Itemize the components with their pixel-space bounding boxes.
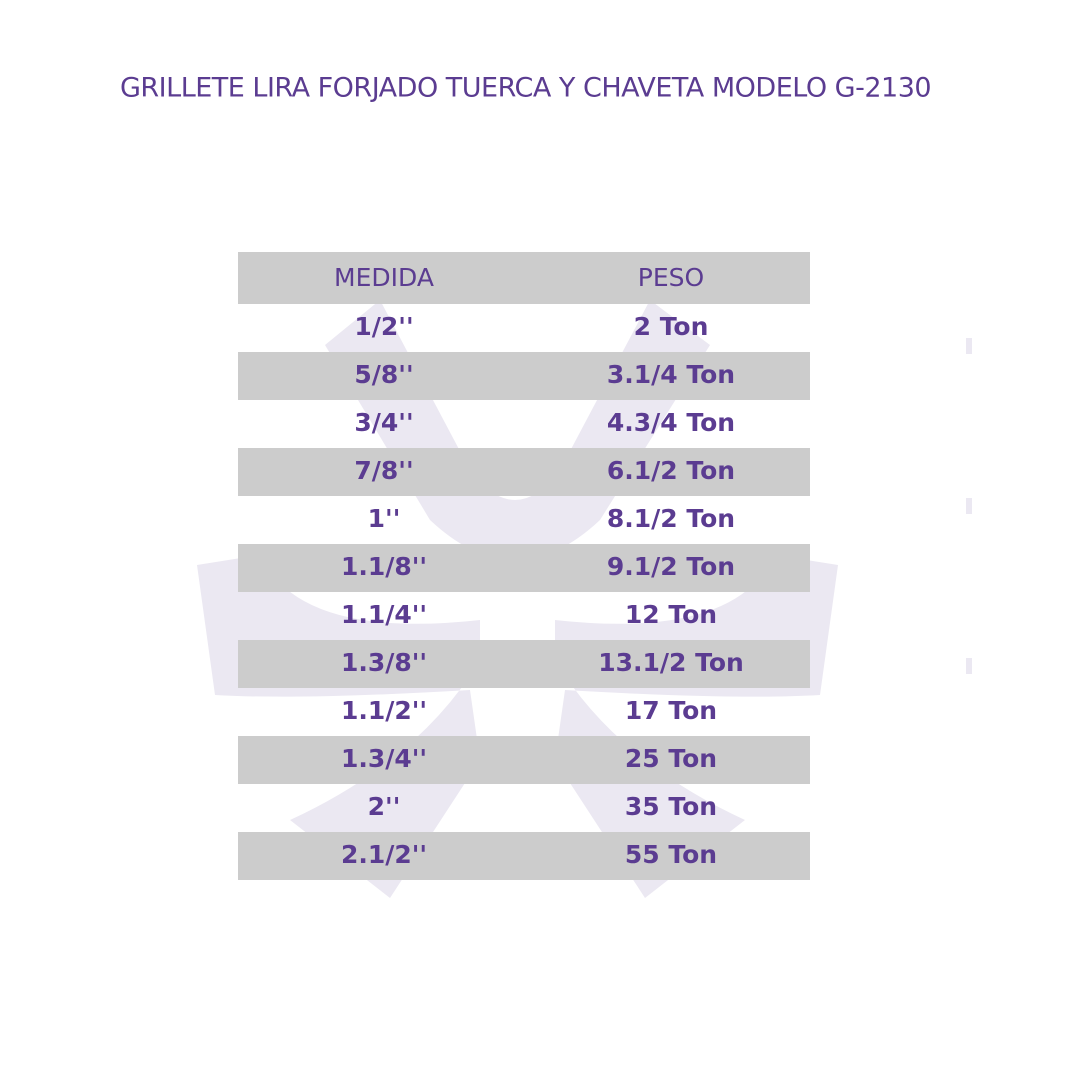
cell: 3.1/4 Ton (607, 360, 735, 389)
cell: 1'' (368, 504, 401, 533)
cell: 1.1/2'' (341, 696, 427, 725)
cell: 17 Ton (625, 696, 717, 725)
cell: 3/4'' (354, 408, 413, 437)
cell: 9.1/2 Ton (607, 552, 735, 581)
cell: 25 Ton (625, 744, 717, 773)
cell: 1.3/4'' (341, 744, 427, 773)
cell: 12 Ton (625, 600, 717, 629)
row-band (238, 448, 810, 496)
cell: 8.1/2 Ton (607, 504, 735, 533)
row-band (238, 832, 810, 880)
cell: 35 Ton (625, 792, 717, 821)
cell: 1.3/8'' (341, 648, 427, 677)
header-cell: MEDIDA (334, 263, 434, 292)
cell: 55 Ton (625, 840, 717, 869)
cell: 1/2'' (354, 312, 413, 341)
cell: 1.1/8'' (341, 552, 427, 581)
row-band (238, 544, 810, 592)
title: GRILLETE LIRA FORJADO TUERCA Y CHAVETA M… (120, 73, 931, 104)
cell: 13.1/2 Ton (598, 648, 744, 677)
cell: 5/8'' (354, 360, 413, 389)
cell: 2 Ton (634, 312, 709, 341)
cell: 6.1/2 Ton (607, 456, 735, 485)
header-row (238, 252, 810, 304)
cell: 2'' (368, 792, 401, 821)
cell: 7/8'' (354, 456, 413, 485)
cell: 1.1/4'' (341, 600, 427, 629)
table: MEDIDA PESO 1/2'' 2 Ton 5/8'' 3.1/4 Ton 3/4'' 4… (238, 252, 810, 880)
cell: 4.3/4 Ton (607, 408, 735, 437)
header-cell: PESO (638, 263, 704, 292)
row-band (238, 640, 810, 688)
row-band (238, 736, 810, 784)
row-band (238, 352, 810, 400)
cell: 2.1/2'' (341, 840, 427, 869)
